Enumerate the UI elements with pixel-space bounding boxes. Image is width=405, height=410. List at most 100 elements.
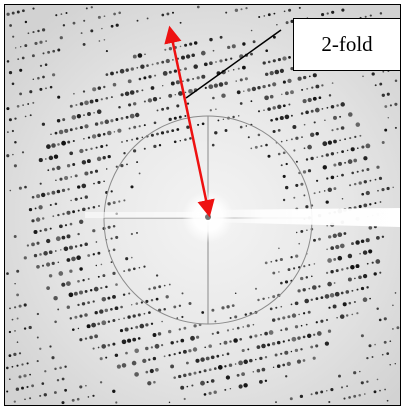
diffraction-spot — [351, 242, 354, 246]
diffraction-spot — [22, 9, 25, 13]
diffraction-spot — [379, 12, 383, 15]
diffraction-spot — [288, 56, 291, 59]
diffraction-spot — [153, 380, 156, 384]
diffraction-spot — [81, 160, 87, 165]
diffraction-spot — [105, 96, 109, 100]
diffraction-spot — [112, 342, 116, 346]
diffraction-spot — [37, 29, 40, 33]
diffraction-spot — [201, 122, 205, 126]
diffraction-spot — [265, 143, 268, 147]
diffraction-spot — [145, 346, 149, 351]
diffraction-spot — [107, 154, 111, 159]
diffraction-spot — [275, 117, 279, 121]
diffraction-spot — [138, 172, 141, 175]
diffraction-spot — [73, 92, 75, 95]
diffraction-spot — [38, 205, 43, 210]
diffraction-spot — [91, 134, 97, 139]
diffraction-spot — [115, 165, 118, 168]
diffraction-spot — [161, 60, 165, 64]
diffraction-spot — [303, 147, 306, 150]
diffraction-spot — [87, 136, 91, 139]
diffraction-spot — [267, 107, 271, 111]
diffraction-spot — [84, 195, 88, 199]
diffraction-spot — [21, 151, 25, 154]
diffraction-spot — [150, 133, 154, 137]
diffraction-spot — [189, 42, 193, 46]
diffraction-spot — [141, 136, 144, 139]
diffraction-spot — [394, 79, 398, 82]
diffraction-spot — [182, 349, 187, 354]
diffraction-spot — [262, 61, 266, 65]
diffraction-spot — [102, 274, 106, 278]
diffraction-spot — [71, 115, 77, 120]
diffraction-spot — [107, 296, 111, 300]
diffraction-spot — [211, 332, 214, 335]
diffraction-spot — [69, 222, 73, 226]
diffraction-spot — [359, 370, 361, 373]
diffraction-spot — [76, 114, 82, 119]
diffraction-spot — [173, 140, 177, 144]
diffraction-spot — [294, 348, 299, 353]
diffraction-spot — [348, 396, 351, 399]
diffraction-spot — [381, 235, 385, 238]
diffraction-spot — [46, 286, 50, 290]
diffraction-spot — [353, 394, 357, 398]
diffraction-spot — [335, 269, 339, 273]
diffraction-spot — [150, 86, 155, 90]
diffraction-spot — [363, 180, 367, 184]
diffraction-spot — [186, 102, 190, 105]
diffraction-spot — [280, 164, 283, 167]
diffraction-spot — [302, 288, 306, 292]
diffraction-spot — [242, 42, 246, 46]
diffraction-spot — [42, 75, 45, 79]
diffraction-spot — [46, 262, 51, 267]
diffraction-spot — [180, 385, 185, 390]
diffraction-spot — [357, 147, 359, 149]
diffraction-spot — [223, 340, 228, 345]
diffraction-spot — [147, 98, 153, 103]
diffraction-spot — [394, 102, 398, 106]
diffraction-spot — [351, 313, 354, 316]
diffraction-spot — [176, 340, 179, 343]
diffraction-spot — [171, 129, 175, 133]
diffraction-spot — [326, 106, 329, 109]
diffraction-spot — [339, 115, 342, 118]
diffraction-spot — [200, 50, 206, 56]
diffraction-spot — [283, 10, 286, 13]
diffraction-spot — [315, 344, 319, 348]
diffraction-spot — [13, 235, 17, 238]
diffraction-spot — [277, 104, 282, 109]
diffraction-spot — [369, 297, 371, 300]
diffraction-spot — [105, 73, 109, 76]
diffraction-spot — [66, 210, 71, 215]
diffraction-spot — [296, 359, 302, 364]
diffraction-spot — [133, 149, 137, 153]
diffraction-spot — [28, 325, 32, 330]
diffraction-spot — [77, 279, 80, 283]
diffraction-spot — [131, 360, 137, 366]
diffraction-spot — [386, 399, 389, 402]
diffraction-spot — [165, 58, 170, 64]
diffraction-spot — [51, 167, 55, 171]
diffraction-spot — [110, 190, 113, 193]
diffraction-spot — [219, 343, 222, 345]
diffraction-spot — [173, 352, 176, 356]
diffraction-spot — [76, 255, 81, 260]
diffraction-spot — [302, 335, 306, 339]
diffraction-spot — [364, 393, 366, 395]
diffraction-spot — [185, 54, 191, 59]
diffraction-spot — [361, 192, 365, 196]
diffraction-spot — [219, 59, 223, 63]
diffraction-spot — [85, 148, 88, 152]
diffraction-spot — [336, 104, 339, 107]
diffraction-spot — [150, 298, 154, 302]
diffraction-spot — [135, 112, 140, 118]
diffraction-spot — [324, 119, 326, 121]
diffraction-spot — [236, 373, 240, 377]
diffraction-spot — [71, 398, 75, 402]
diffraction-spot — [330, 388, 334, 392]
diffraction-spot — [312, 96, 317, 101]
diffraction-spot — [92, 205, 96, 209]
diffraction-spot — [136, 161, 139, 164]
diffraction-spot — [7, 131, 9, 133]
